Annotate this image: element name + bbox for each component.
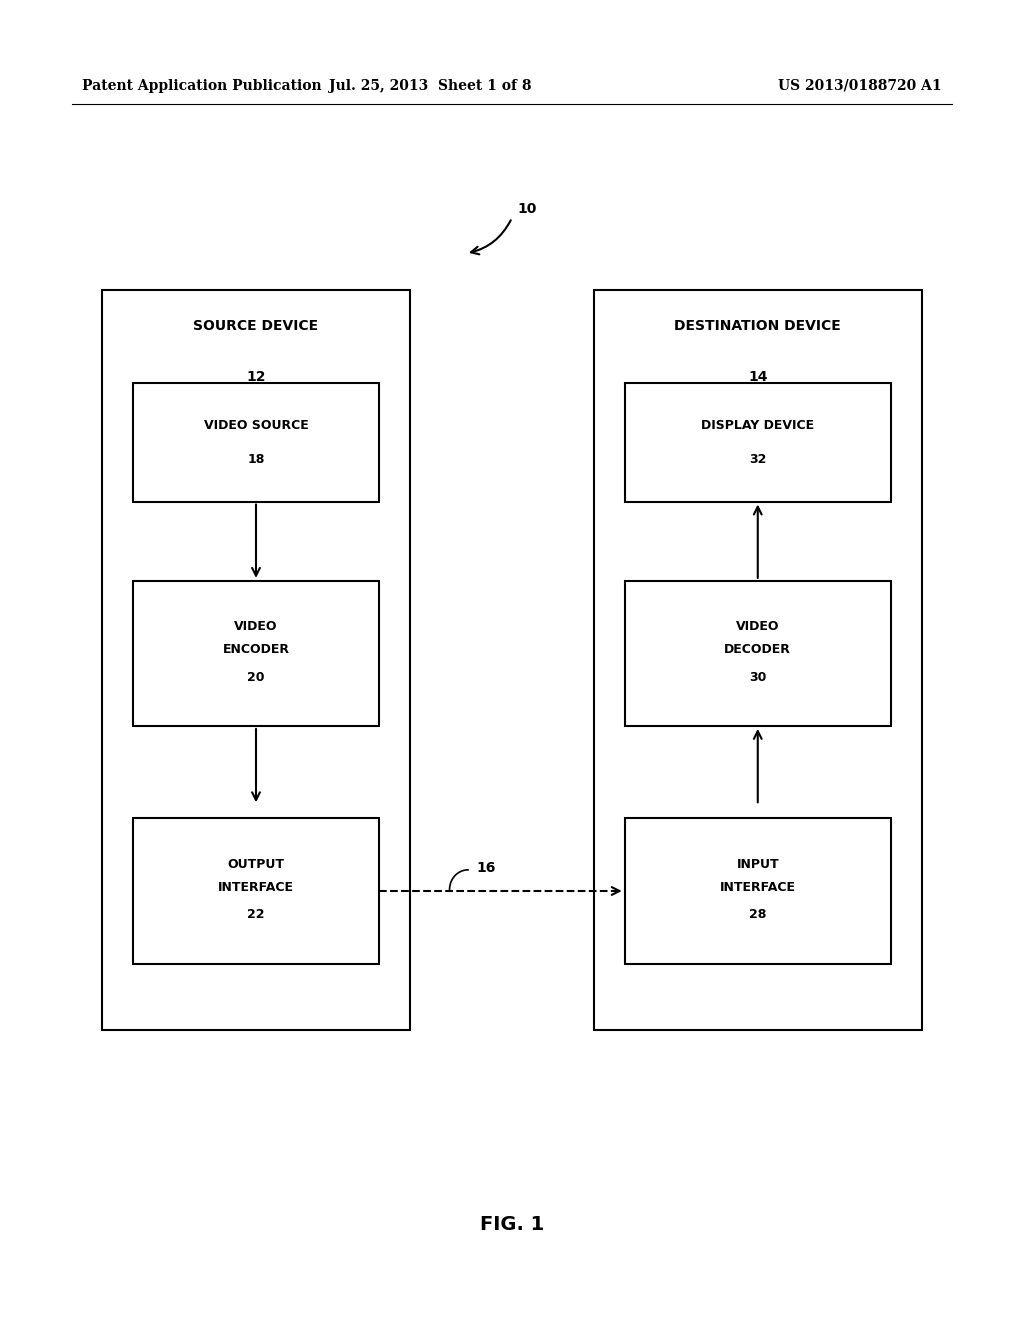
Bar [594,290,922,1030]
Text: Jul. 25, 2013  Sheet 1 of 8: Jul. 25, 2013 Sheet 1 of 8 [329,79,531,92]
Text: INTERFACE: INTERFACE [218,880,294,894]
Bar [625,581,891,726]
Text: US 2013/0188720 A1: US 2013/0188720 A1 [778,79,942,92]
Text: 30: 30 [750,671,766,684]
Text: DESTINATION DEVICE: DESTINATION DEVICE [675,319,841,334]
Bar [625,818,891,964]
Text: 18: 18 [248,453,264,466]
Bar [133,383,379,502]
Text: INTERFACE: INTERFACE [720,880,796,894]
Text: VIDEO SOURCE: VIDEO SOURCE [204,418,308,432]
Text: 20: 20 [247,671,265,684]
Text: VIDEO: VIDEO [736,620,779,634]
Bar [625,383,891,502]
Text: DECODER: DECODER [724,643,792,656]
Text: SOURCE DEVICE: SOURCE DEVICE [194,319,318,334]
Bar [133,818,379,964]
Text: Patent Application Publication: Patent Application Publication [82,79,322,92]
Text: 22: 22 [247,908,265,921]
Text: 28: 28 [750,908,766,921]
Text: INPUT: INPUT [736,858,779,871]
Bar [102,290,410,1030]
Text: FIG. 1: FIG. 1 [480,1216,544,1234]
Text: DISPLAY DEVICE: DISPLAY DEVICE [701,418,814,432]
Text: 14: 14 [748,370,768,384]
Text: 12: 12 [246,370,266,384]
Text: OUTPUT: OUTPUT [227,858,285,871]
Text: ENCODER: ENCODER [222,643,290,656]
Text: 16: 16 [477,861,496,875]
Text: 32: 32 [750,453,766,466]
Text: VIDEO: VIDEO [234,620,278,634]
Text: 10: 10 [517,202,537,215]
Bar [133,581,379,726]
